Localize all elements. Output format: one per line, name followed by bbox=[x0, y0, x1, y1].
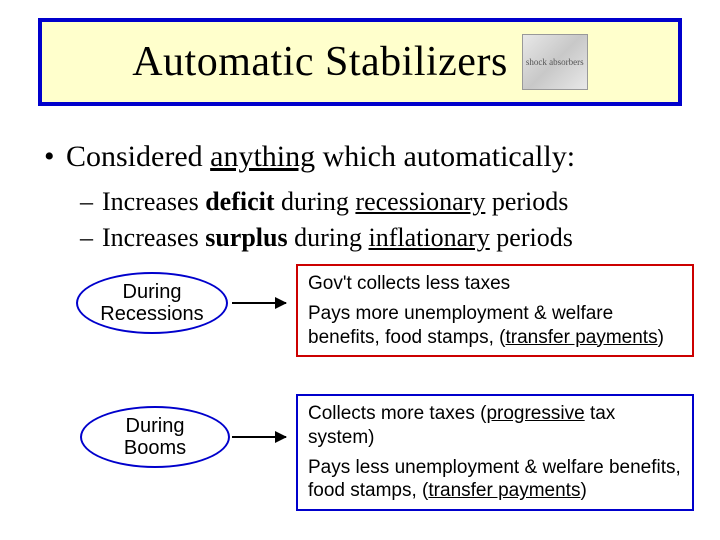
oval-booms: During Booms bbox=[80, 406, 230, 468]
box1-l2-post: ) bbox=[658, 327, 664, 348]
dash-2: – bbox=[80, 221, 102, 255]
oval1-line2: Recessions bbox=[100, 303, 203, 325]
box2-l1-u: progressive bbox=[486, 403, 584, 424]
sub2-mid: during bbox=[288, 223, 369, 252]
sub2-underline: inflationary bbox=[369, 223, 490, 252]
oval2-text: During Booms bbox=[124, 415, 186, 459]
info-box-recessions: Gov't collects less taxes Pays more unem… bbox=[296, 264, 694, 357]
stabilizer-image: shock absorbers bbox=[522, 34, 588, 90]
sub2-pre: Increases bbox=[102, 223, 205, 252]
oval2-line1: During bbox=[126, 415, 185, 437]
sub1-bold: deficit bbox=[205, 187, 274, 216]
main-text-pre: Considered bbox=[66, 140, 210, 173]
box1-line2: Pays more unemployment & welfare benefit… bbox=[308, 302, 682, 350]
box2-l2-u: transfer payments bbox=[428, 480, 580, 501]
box2-l1-pre: Collects more taxes ( bbox=[308, 403, 486, 424]
info-box-booms: Collects more taxes (progressive tax sys… bbox=[296, 394, 694, 511]
sub2-bold: surplus bbox=[205, 223, 287, 252]
main-text-underline: anything bbox=[210, 140, 315, 173]
oval-recessions: During Recessions bbox=[76, 272, 228, 334]
box1-line1: Gov't collects less taxes bbox=[308, 272, 682, 296]
bullet-dot: • bbox=[44, 140, 66, 174]
box2-l2-post: ) bbox=[580, 480, 586, 501]
sub1-post: periods bbox=[485, 187, 568, 216]
title-banner: Automatic Stabilizers shock absorbers bbox=[38, 18, 682, 106]
box2-line2: Pays less unemployment & welfare benefit… bbox=[308, 456, 682, 504]
sub-bullet-list: –Increases deficit during recessionary p… bbox=[80, 185, 573, 257]
arrow-booms bbox=[232, 436, 286, 438]
oval1-line1: During bbox=[123, 281, 182, 303]
oval2-line2: Booms bbox=[124, 437, 186, 459]
slide-title: Automatic Stabilizers bbox=[132, 38, 508, 86]
sub-bullet-1: –Increases deficit during recessionary p… bbox=[80, 185, 573, 219]
main-text-post: which automatically: bbox=[315, 140, 575, 173]
arrow-recessions bbox=[232, 302, 286, 304]
sub1-pre: Increases bbox=[102, 187, 205, 216]
dash-1: – bbox=[80, 185, 102, 219]
sub1-mid: during bbox=[275, 187, 356, 216]
oval1-text: During Recessions bbox=[100, 281, 203, 325]
box2-line1: Collects more taxes (progressive tax sys… bbox=[308, 402, 682, 450]
sub2-post: periods bbox=[490, 223, 573, 252]
box1-l2-u: transfer payments bbox=[506, 327, 658, 348]
image-alt: shock absorbers bbox=[526, 57, 584, 67]
main-bullet: •Considered anything which automatically… bbox=[44, 140, 575, 174]
sub1-underline: recessionary bbox=[355, 187, 485, 216]
sub-bullet-2: –Increases surplus during inflationary p… bbox=[80, 221, 573, 255]
